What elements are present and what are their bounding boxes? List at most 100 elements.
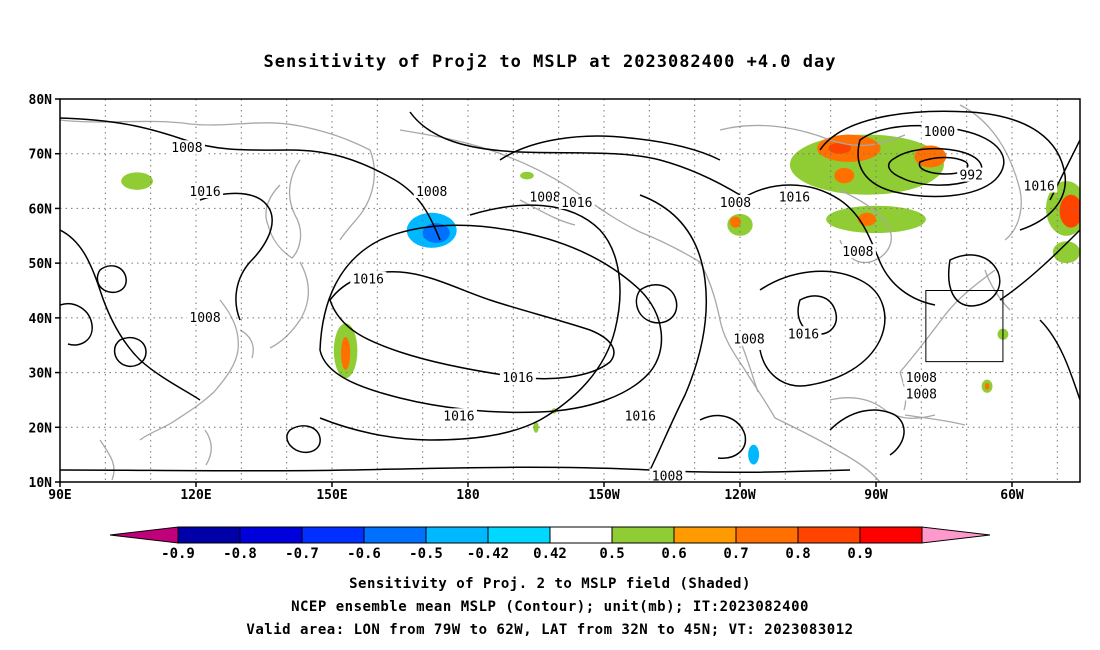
contour-label-bg bbox=[440, 408, 477, 423]
colorbar-tick-label: -0.7 bbox=[285, 546, 319, 562]
longitude-axis: 90E 120E 150E 180 150W 120W 90W 60W bbox=[48, 482, 1024, 503]
lon-tick-label: 120E bbox=[180, 488, 211, 503]
contour-label: 1008 bbox=[529, 190, 560, 205]
valid-area-box bbox=[925, 290, 1004, 363]
colorbar-tick-label: 0.9 bbox=[847, 546, 872, 562]
colorbar-arrow-right bbox=[921, 526, 991, 544]
lat-tick-label: 80N bbox=[29, 93, 53, 108]
colorbar-segment bbox=[363, 526, 427, 544]
coastline-okhotsk bbox=[265, 159, 302, 259]
sensitivity-patch-negative bbox=[422, 223, 450, 243]
colorbar-segment bbox=[425, 526, 489, 544]
contour-label-bg bbox=[921, 123, 958, 138]
contour-atlantic-ridge bbox=[999, 229, 1080, 301]
contour-mexico bbox=[699, 414, 747, 459]
contour-label: 992 bbox=[959, 169, 982, 184]
colorbar-segment bbox=[301, 526, 365, 544]
colorbar-segment bbox=[549, 526, 613, 544]
coastline-china bbox=[139, 299, 239, 441]
contour-label-bg bbox=[776, 189, 813, 204]
colorbar-segment bbox=[673, 526, 737, 544]
sensitivity-patch-positive bbox=[1052, 241, 1080, 264]
map-frame bbox=[59, 98, 1081, 483]
coastline-korea bbox=[239, 329, 254, 359]
coastline-na-west bbox=[699, 261, 776, 419]
lon-tick-label: 150W bbox=[588, 488, 619, 503]
mslp-contours bbox=[60, 110, 1080, 474]
contour-label-bg bbox=[413, 184, 450, 199]
colorbar-tick-label: -0.9 bbox=[161, 546, 195, 562]
contour-label: 1016 bbox=[443, 409, 474, 424]
contour-label: 1016 bbox=[502, 371, 533, 386]
coastline-na-east bbox=[899, 269, 996, 373]
contour-label-bg bbox=[731, 331, 768, 346]
coastline-caribbean bbox=[904, 414, 966, 426]
coastline-japan bbox=[269, 261, 309, 349]
sensitivity-patch-positive bbox=[828, 142, 852, 154]
contour-label-bg bbox=[957, 167, 986, 182]
coastline-aleutians bbox=[519, 199, 576, 226]
coastline-nova-scotia bbox=[984, 269, 1011, 311]
lat-tick-label: 20N bbox=[29, 421, 53, 436]
lon-tick-label: 120W bbox=[724, 488, 755, 503]
contour-1016-canada bbox=[739, 184, 936, 306]
contour-closed-atlantic bbox=[948, 254, 1001, 307]
contour-small-closed-2 bbox=[113, 336, 147, 368]
contour-asia-west bbox=[60, 229, 201, 401]
contour-label: 1008 bbox=[189, 311, 220, 326]
lon-tick-label: 150E bbox=[316, 488, 347, 503]
lat-tick-label: 50N bbox=[29, 257, 53, 272]
coastline-philippines bbox=[204, 429, 212, 466]
footer-line-2: NCEP ensemble mean MSLP (Contour); unit(… bbox=[291, 599, 809, 615]
colorbar-tick-label: 0.8 bbox=[785, 546, 810, 562]
lon-tick-label: 90W bbox=[864, 488, 888, 503]
sensitivity-patch-positive bbox=[520, 171, 534, 180]
colorbar: -0.9 -0.8 -0.7 -0.6 -0.5 -0.42 0.42 0.5 0.6 0.7 0.… bbox=[109, 526, 991, 562]
contour-subtropical-high-inner bbox=[329, 271, 615, 380]
sensitivity-patch-positive bbox=[730, 216, 741, 228]
contour-label-bg bbox=[1021, 178, 1058, 193]
colorbar-segment bbox=[859, 526, 923, 544]
colorbar-segment bbox=[797, 526, 861, 544]
lat-tick-label: 10N bbox=[29, 476, 53, 491]
contour-closed-us bbox=[797, 295, 837, 335]
coastline-kamchatka bbox=[339, 149, 375, 241]
colorbar-segment bbox=[735, 526, 799, 544]
contour-label-bg bbox=[168, 140, 205, 155]
contour-label: 1008 bbox=[416, 185, 447, 200]
contour-label-bg bbox=[350, 271, 387, 286]
coastline-central-america bbox=[774, 417, 881, 482]
sensitivity-patch-positive bbox=[914, 145, 947, 168]
contour-label: 1008 bbox=[842, 245, 873, 260]
contour-label-bg bbox=[785, 326, 822, 341]
contour-1008-north bbox=[60, 117, 441, 241]
contour-atlantic-north bbox=[1049, 139, 1080, 201]
lon-tick-label: 180 bbox=[456, 488, 480, 503]
contour-label-bg bbox=[839, 244, 876, 259]
coastline-gulf bbox=[829, 397, 936, 419]
colorbar-segment bbox=[611, 526, 675, 544]
contour-label: 1016 bbox=[625, 409, 656, 424]
contour-label-bg bbox=[622, 408, 659, 423]
colorbar-segment bbox=[177, 526, 241, 544]
contour-label-bg bbox=[527, 189, 564, 204]
colorbar-tick-label: -0.5 bbox=[409, 546, 443, 562]
colorbar-tick-label: -0.8 bbox=[223, 546, 257, 562]
contour-label: 1016 bbox=[1024, 180, 1055, 195]
contour-gulf bbox=[829, 409, 905, 456]
sensitivity-patch-positive bbox=[121, 172, 153, 190]
lat-tick-label: 60N bbox=[29, 202, 53, 217]
colorbar-tick-label: -0.6 bbox=[347, 546, 381, 562]
sensitivity-patch-negative bbox=[748, 444, 760, 465]
contour-small-closed-1 bbox=[96, 265, 127, 294]
contour-1000-low bbox=[857, 124, 1005, 198]
colorbar-arrow-left bbox=[109, 526, 179, 544]
contour-label: 1008 bbox=[171, 141, 202, 156]
colorbar-tick-label: 0.5 bbox=[599, 546, 624, 562]
contour-label: 1016 bbox=[779, 190, 810, 205]
lon-tick-label: 60W bbox=[1000, 488, 1024, 503]
contour-label-bg bbox=[499, 370, 536, 385]
sensitivity-patch-positive bbox=[984, 382, 990, 390]
